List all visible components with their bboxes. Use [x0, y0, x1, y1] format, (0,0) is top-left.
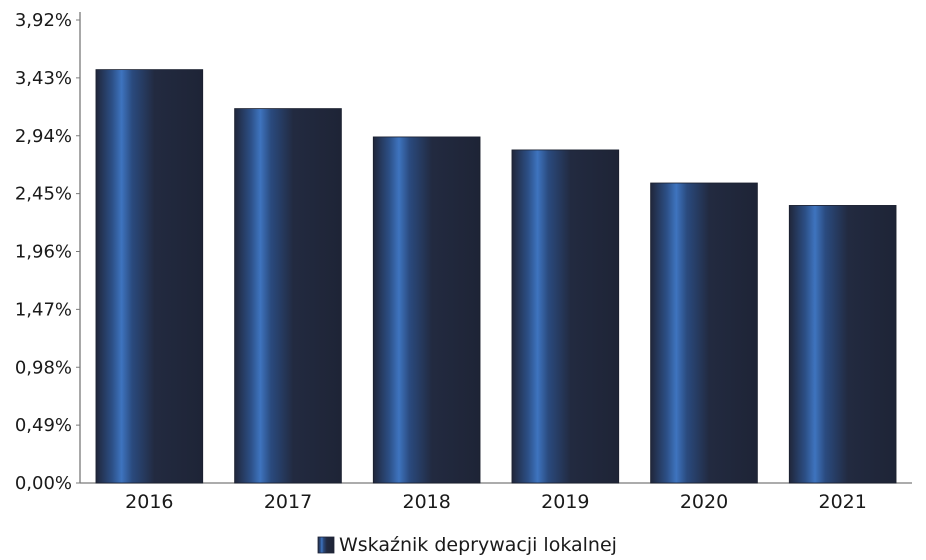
y-tick-label: 0,00% — [15, 473, 72, 494]
y-tick-label: 3,43% — [15, 68, 72, 89]
legend: Wskaźnik deprywacji lokalnej — [317, 534, 617, 556]
y-tick-label: 1,47% — [15, 299, 72, 320]
bar-2020 — [650, 182, 758, 484]
x-tick-label: 2020 — [680, 491, 728, 513]
y-tick-label: 2,45% — [15, 184, 72, 205]
y-tick-label: 1,96% — [15, 242, 72, 263]
x-axis-labels: 2016 2017 2018 2019 2020 2021 — [125, 491, 867, 513]
x-tick-label: 2021 — [818, 491, 866, 513]
bar-2016 — [95, 69, 204, 484]
x-tick-label: 2018 — [402, 491, 450, 513]
legend-label: Wskaźnik deprywacji lokalnej — [339, 534, 617, 556]
x-tick-label: 2016 — [125, 491, 173, 513]
y-tick-label: 3,92% — [15, 10, 72, 31]
bar-series — [95, 69, 897, 484]
y-axis: 0,00% 0,49% 0,98% 1,47% 1,96% 2,45% 2,94% 3,43%… — [15, 10, 81, 494]
x-tick-label: 2019 — [541, 491, 589, 513]
bar-2017 — [234, 108, 342, 484]
y-tick-label: 0,98% — [15, 357, 72, 378]
bar-2021 — [788, 205, 897, 484]
y-tick-label: 2,94% — [15, 126, 72, 147]
legend-swatch — [317, 536, 335, 554]
bar-2019 — [511, 149, 620, 484]
x-tick-label: 2017 — [264, 491, 312, 513]
y-tick-label: 0,49% — [15, 415, 72, 436]
bar-2018 — [372, 136, 481, 484]
